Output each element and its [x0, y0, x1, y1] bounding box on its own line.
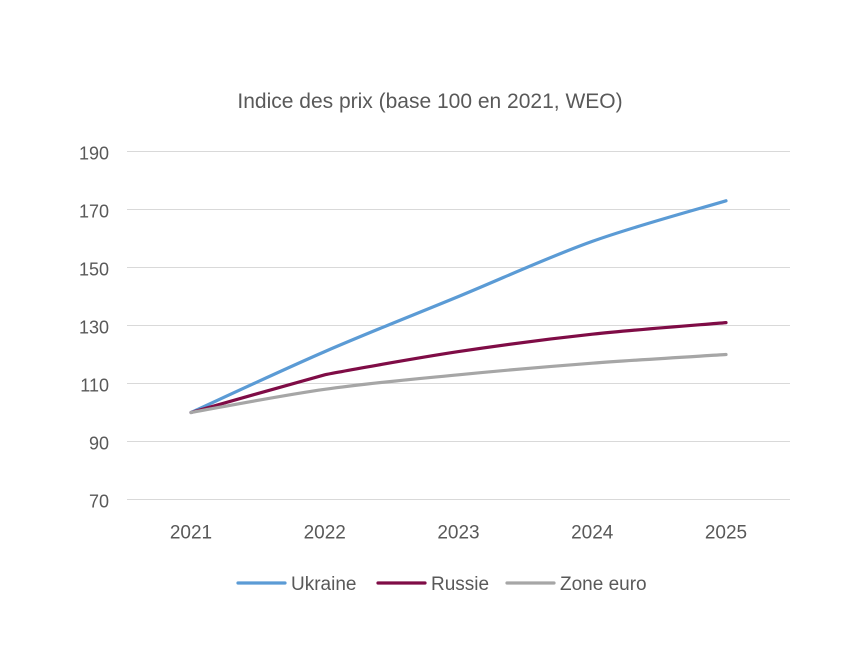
- svg-text:2022: 2022: [304, 523, 346, 544]
- svg-text:Ukraine: Ukraine: [291, 574, 356, 595]
- svg-text:70: 70: [89, 492, 109, 512]
- svg-text:90: 90: [89, 434, 109, 454]
- svg-text:2024: 2024: [571, 523, 614, 544]
- svg-text:190: 190: [79, 144, 109, 164]
- svg-text:130: 130: [79, 318, 109, 338]
- svg-text:Russie: Russie: [431, 574, 489, 595]
- svg-text:2025: 2025: [705, 523, 747, 544]
- svg-text:Zone euro: Zone euro: [560, 574, 647, 595]
- svg-text:170: 170: [79, 202, 109, 222]
- svg-text:2023: 2023: [437, 523, 479, 544]
- svg-text:150: 150: [79, 260, 109, 280]
- svg-text:2021: 2021: [170, 523, 212, 544]
- svg-text:110: 110: [80, 376, 109, 396]
